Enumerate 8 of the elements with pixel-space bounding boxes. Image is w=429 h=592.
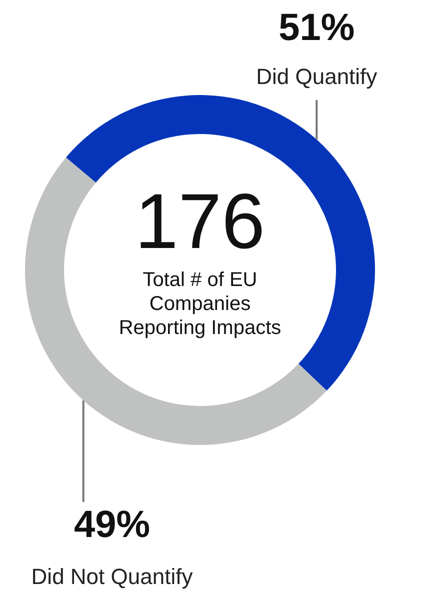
slice-label: Did Not Quantify xyxy=(31,564,193,589)
data-label: 49% xyxy=(74,504,150,546)
donut-slice xyxy=(66,95,375,391)
text: Total # of EU Companies Reporting Impacts xyxy=(118,269,282,339)
slice-label: Did Quantify xyxy=(256,64,378,89)
donut-slice xyxy=(25,158,327,445)
text: 176 xyxy=(134,177,266,265)
data-label: 51% xyxy=(278,7,355,49)
